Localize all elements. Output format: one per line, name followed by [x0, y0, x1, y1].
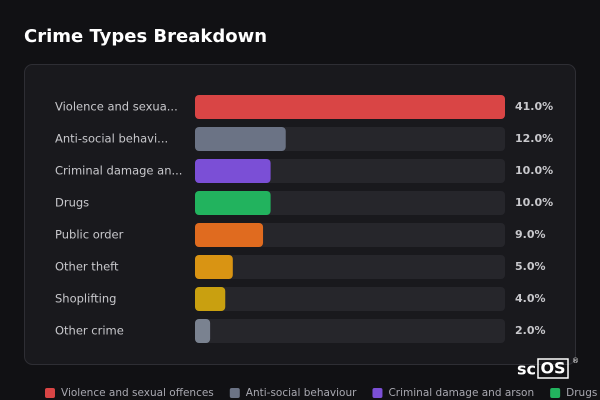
- value-label: 5.0%: [515, 260, 546, 273]
- watermark: OS: [540, 359, 565, 378]
- bar: [195, 127, 286, 151]
- watermark-box: [537, 358, 569, 379]
- value-label: 9.0%: [515, 228, 546, 241]
- legend-swatch: [550, 388, 561, 398]
- category-label: Drugs: [55, 196, 89, 210]
- bar: [195, 287, 226, 311]
- legend-label: Criminal damage and arson: [388, 387, 534, 399]
- chart-title: Crime Types Breakdown: [24, 26, 267, 47]
- category-label: Violence and sexua...: [55, 100, 178, 114]
- legend-label: Anti-social behaviour: [246, 387, 357, 399]
- legend-swatch: [372, 388, 383, 398]
- bar-track: [195, 319, 505, 343]
- value-label: 4.0%: [515, 292, 546, 305]
- bar-track: [195, 159, 505, 183]
- watermark-mark: ®: [572, 357, 579, 365]
- legend-label: Drugs: [566, 387, 597, 399]
- bar-track: [195, 255, 505, 279]
- legend-swatch: [229, 388, 240, 398]
- legend-swatch: [45, 388, 55, 398]
- bar: [195, 95, 505, 119]
- category-label: Other theft: [55, 260, 119, 274]
- value-label: 10.0%: [515, 196, 553, 209]
- value-label: 12.0%: [515, 132, 553, 145]
- value-label: 2.0%: [515, 324, 546, 337]
- value-label: 41.0%: [515, 100, 553, 113]
- bar: [195, 159, 271, 183]
- bar-track: [195, 287, 505, 311]
- bar-track: [195, 223, 505, 247]
- bar: [195, 191, 271, 215]
- value-label: 10.0%: [515, 164, 553, 177]
- category-label: Public order: [55, 228, 124, 242]
- legend-label: Violence and sexual offences: [61, 387, 214, 399]
- bar-track: [195, 191, 505, 215]
- category-label: Other crime: [55, 324, 124, 338]
- category-label: Shoplifting: [55, 292, 116, 306]
- watermark: sc: [517, 360, 536, 379]
- bar: [195, 255, 233, 279]
- bar: [195, 223, 264, 247]
- bar: [195, 319, 211, 343]
- category-label: Criminal damage an...: [55, 164, 182, 178]
- category-label: Anti-social behavi...: [55, 132, 168, 146]
